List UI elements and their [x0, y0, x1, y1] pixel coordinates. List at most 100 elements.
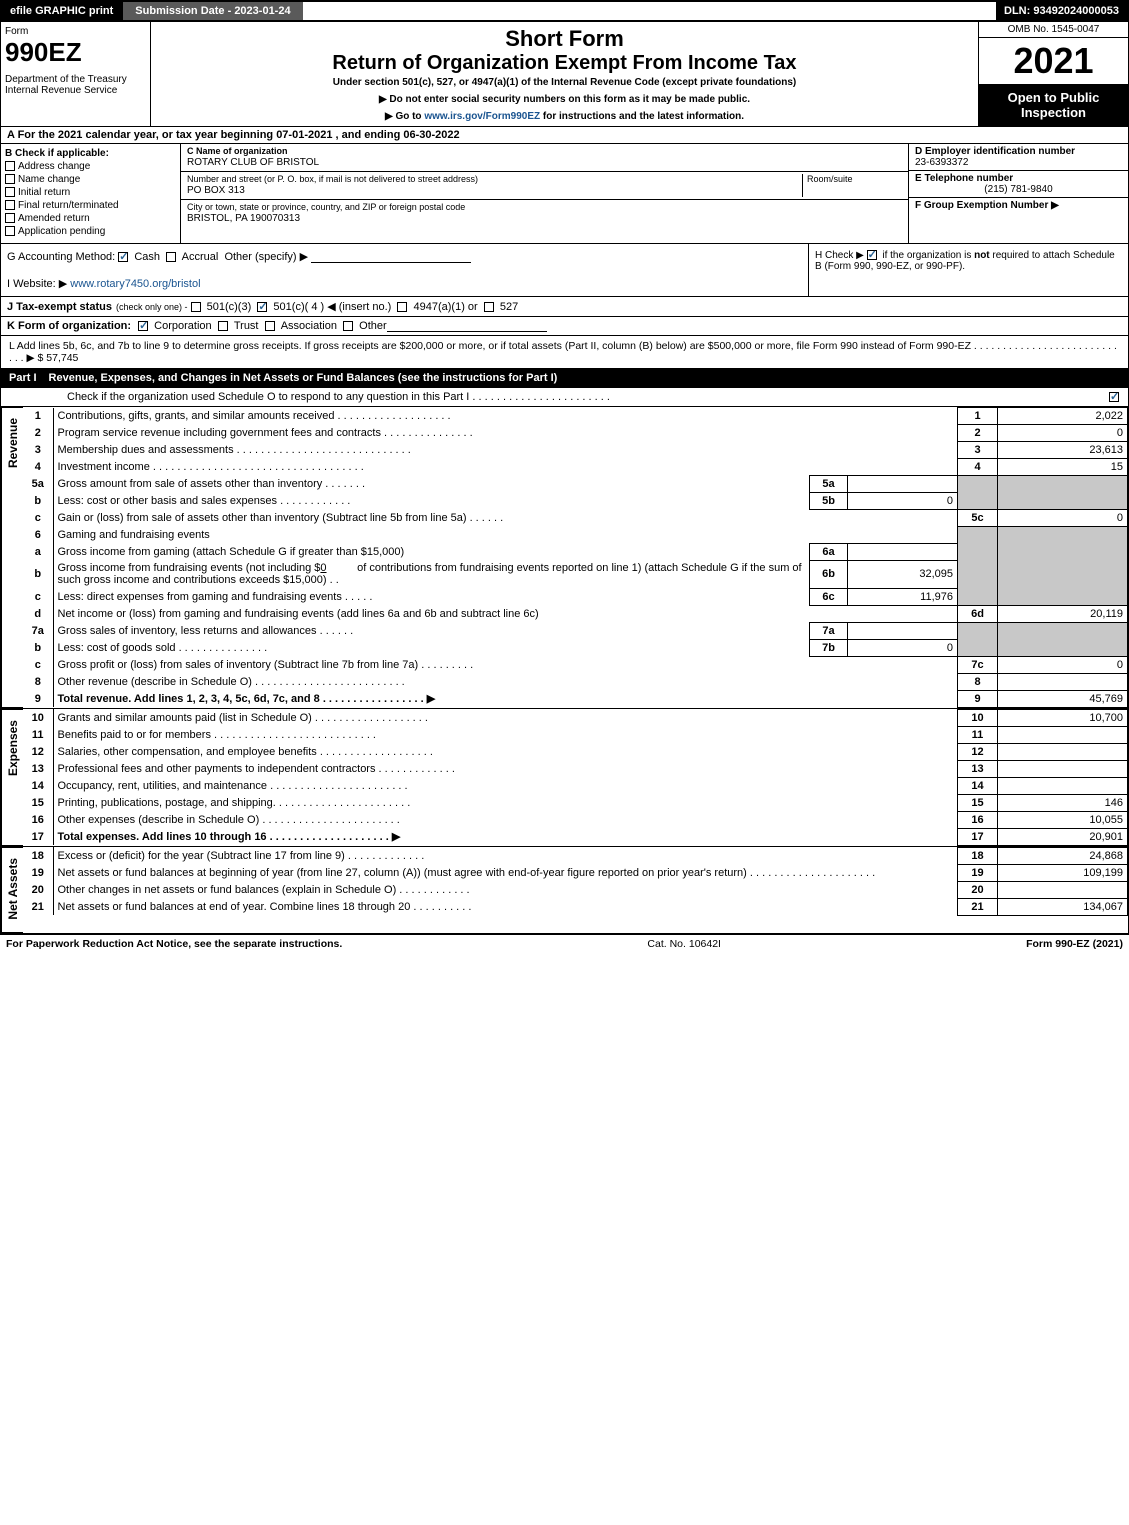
chk-accrual[interactable]	[166, 252, 176, 262]
form-header: Form 990EZ Department of the Treasury In…	[0, 22, 1129, 127]
checkbox-icon[interactable]	[5, 187, 15, 197]
instr-ssn: ▶ Do not enter social security numbers o…	[159, 94, 970, 105]
chk-h[interactable]	[867, 250, 877, 260]
section-c: C Name of organization ROTARY CLUB OF BR…	[181, 144, 908, 243]
j-sub: (check only one) -	[116, 302, 188, 312]
header-right: OMB No. 1545-0047 2021 Open to Public In…	[978, 22, 1128, 126]
g-label: G Accounting Method:	[7, 251, 115, 263]
part1-header: Part I Revenue, Expenses, and Changes in…	[0, 369, 1129, 388]
c-street-label: Number and street (or P. O. box, if mail…	[187, 174, 478, 184]
line-17: 17Total expenses. Add lines 10 through 1…	[23, 828, 1128, 845]
opt-527: 527	[500, 301, 518, 313]
part1-num: Part I	[9, 372, 37, 384]
org-name: ROTARY CLUB OF BRISTOL	[187, 157, 319, 168]
section-j: J Tax-exempt status (check only one) - 5…	[0, 297, 1129, 317]
form-ref: Form 990-EZ (2021)	[1026, 938, 1123, 950]
opt-other-org: Other	[359, 320, 387, 332]
checkbox-icon[interactable]	[5, 174, 15, 184]
info-grid: B Check if applicable: Address change Na…	[0, 144, 1129, 244]
chk-4947[interactable]	[397, 302, 407, 312]
chk-corp[interactable]	[138, 321, 148, 331]
section-gh: G Accounting Method: Cash Accrual Other …	[0, 244, 1129, 297]
omb-number: OMB No. 1545-0047	[979, 22, 1128, 38]
chk-assoc[interactable]	[265, 321, 275, 331]
opt-corp: Corporation	[154, 320, 211, 332]
section-l: L Add lines 5b, 6c, and 7b to line 9 to …	[0, 336, 1129, 369]
checkbox-icon[interactable]	[5, 200, 15, 210]
d-ein-label: D Employer identification number	[915, 146, 1075, 157]
line-14: 14Occupancy, rent, utilities, and mainte…	[23, 777, 1128, 794]
chk-527[interactable]	[484, 302, 494, 312]
expenses-block: Expenses 10Grants and similar amounts pa…	[0, 709, 1129, 847]
chk-initial-return[interactable]: Initial return	[5, 187, 176, 198]
opt-assoc: Association	[281, 320, 337, 332]
cat-no: Cat. No. 10642I	[342, 938, 1026, 950]
section-g: G Accounting Method: Cash Accrual Other …	[1, 244, 808, 296]
short-form-title: Short Form	[159, 26, 970, 52]
other-org-line[interactable]	[387, 320, 547, 332]
form-number: 990EZ	[5, 37, 146, 68]
opt-other: Other (specify) ▶	[224, 251, 308, 263]
chk-501c3[interactable]	[191, 302, 201, 312]
expenses-side-label: Expenses	[1, 709, 23, 846]
return-title: Return of Organization Exempt From Incom…	[159, 52, 970, 75]
submission-date: Submission Date - 2023-01-24	[121, 2, 302, 20]
chk-application-pending[interactable]: Application pending	[5, 226, 176, 237]
telephone: (215) 781-9840	[915, 184, 1122, 195]
l-text: L Add lines 5b, 6c, and 7b to line 9 to …	[9, 340, 1117, 364]
checkbox-icon[interactable]	[5, 161, 15, 171]
section-def: D Employer identification number 23-6393…	[908, 144, 1128, 243]
k-label: K Form of organization:	[7, 320, 131, 332]
6b-amount: 0	[320, 562, 326, 574]
chk-final-return[interactable]: Final return/terminated	[5, 200, 176, 211]
section-k: K Form of organization: Corporation Trus…	[0, 317, 1129, 336]
chk-cash[interactable]	[118, 252, 128, 262]
form-word: Form	[5, 26, 146, 37]
irs-link[interactable]: www.irs.gov/Form990EZ	[424, 111, 540, 122]
line-6: 6Gaming and fundraising events	[23, 527, 1128, 544]
open-public: Open to Public Inspection	[979, 84, 1128, 126]
line-4: 4Investment income . . . . . . . . . . .…	[23, 459, 1128, 476]
line-19: 19Net assets or fund balances at beginni…	[23, 864, 1128, 881]
revenue-table: 1Contributions, gifts, grants, and simil…	[23, 407, 1128, 708]
line-5c: cGain or (loss) from sale of assets othe…	[23, 510, 1128, 527]
opt-trust: Trust	[234, 320, 259, 332]
line-10: 10Grants and similar amounts paid (list …	[23, 709, 1128, 726]
org-street: PO BOX 313	[187, 185, 245, 196]
efile-print[interactable]: efile GRAPHIC print	[2, 2, 121, 20]
other-specify-line[interactable]	[311, 251, 471, 263]
line-15: 15Printing, publications, postage, and s…	[23, 794, 1128, 811]
checkbox-icon[interactable]	[5, 213, 15, 223]
chk-name-change[interactable]: Name change	[5, 174, 176, 185]
line-6d: dNet income or (loss) from gaming and fu…	[23, 605, 1128, 622]
f-group-label: F Group Exemption Number ▶	[915, 200, 1059, 211]
netassets-table: 18Excess or (deficit) for the year (Subt…	[23, 847, 1128, 916]
chk-501c[interactable]	[257, 302, 267, 312]
chk-trust[interactable]	[218, 321, 228, 331]
e-tel-label: E Telephone number	[915, 173, 1013, 184]
checkbox-icon[interactable]	[5, 226, 15, 236]
room-label: Room/suite	[807, 174, 853, 184]
website-link[interactable]: www.rotary7450.org/bristol	[70, 278, 200, 290]
j-label: J Tax-exempt status	[7, 301, 112, 313]
chk-schedule-o[interactable]	[1109, 392, 1119, 402]
chk-amended[interactable]: Amended return	[5, 213, 176, 224]
section-a: A For the 2021 calendar year, or tax yea…	[0, 127, 1129, 144]
chk-address-change[interactable]: Address change	[5, 161, 176, 172]
instr-pre: ▶ Go to	[385, 111, 424, 122]
line-1: 1Contributions, gifts, grants, and simil…	[23, 408, 1128, 425]
expenses-table: 10Grants and similar amounts paid (list …	[23, 709, 1128, 846]
instr-goto: ▶ Go to www.irs.gov/Form990EZ for instru…	[159, 111, 970, 122]
instr-post: for instructions and the latest informat…	[540, 111, 744, 122]
c-city-label: City or town, state or province, country…	[187, 202, 465, 212]
line-21: 21Net assets or fund balances at end of …	[23, 898, 1128, 915]
opt-501c: 501(c)( 4 ) ◀ (insert no.)	[273, 300, 391, 313]
line-9: 9Total revenue. Add lines 1, 2, 3, 4, 5c…	[23, 690, 1128, 707]
ein: 23-6393372	[915, 157, 968, 168]
c-name-label: C Name of organization	[187, 146, 288, 156]
line-2: 2Program service revenue including gover…	[23, 425, 1128, 442]
part1-check-text: Check if the organization used Schedule …	[7, 391, 1109, 403]
netassets-side-label: Net Assets	[1, 847, 23, 934]
part1-title: Revenue, Expenses, and Changes in Net As…	[49, 372, 558, 384]
chk-other-org[interactable]	[343, 321, 353, 331]
